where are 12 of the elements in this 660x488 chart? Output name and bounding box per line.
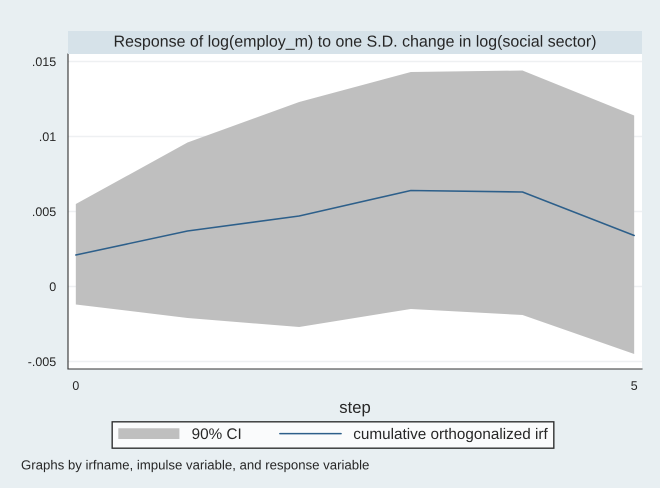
x-axis-title: step: [340, 402, 370, 416]
text: Graphs by irfname, impulse variable, and response variable: [22, 460, 369, 472]
x-tick-label: 5: [631, 381, 638, 390]
legend-label: cumulative orthogonalized irf: [354, 428, 548, 442]
chart-title: Response of log(employ_m) to one S.D. change in log(social sector): [114, 35, 596, 50]
y-tick-label: .01: [40, 132, 56, 142]
y-tick-label: 0: [50, 282, 56, 292]
y-tick-label: -.005: [28, 357, 56, 366]
y-tick-label: .005: [33, 207, 56, 216]
text: 90% CI: [192, 428, 240, 440]
line-series: [75, 190, 635, 256]
y-tick-label: .015: [33, 57, 56, 66]
